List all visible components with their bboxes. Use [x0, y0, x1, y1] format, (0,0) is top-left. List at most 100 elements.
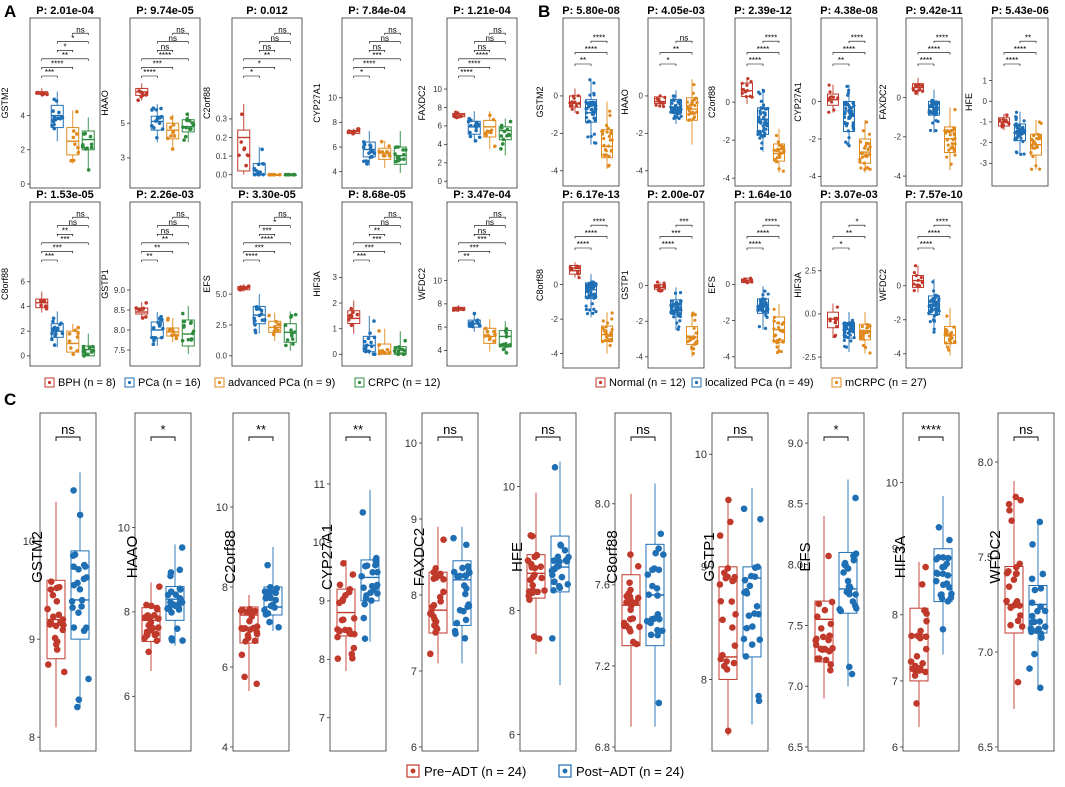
- data-point: [673, 110, 677, 115]
- data-point: [362, 562, 369, 570]
- data-point: [349, 323, 354, 328]
- data-point: [334, 655, 342, 662]
- data-point: [852, 591, 859, 598]
- data-point: [691, 110, 695, 114]
- data-point: [557, 541, 564, 549]
- data-point: [430, 569, 437, 576]
- data-point: [812, 637, 820, 644]
- data-point: [918, 581, 926, 588]
- y-axis-label: GSTP1: [701, 532, 718, 581]
- data-point: [1022, 119, 1026, 123]
- data-point: [833, 316, 837, 321]
- data-point: [358, 572, 365, 580]
- data-point: [836, 96, 840, 100]
- data-point: [264, 561, 271, 569]
- y-tick-label: 9: [29, 634, 35, 646]
- y-tick-label: 7.5: [978, 552, 993, 564]
- data-point: [672, 309, 676, 313]
- p-value-title: P: 4.38e-08: [820, 5, 877, 17]
- y-tick-label: 8.0: [595, 499, 610, 511]
- data-point: [740, 505, 748, 513]
- data-point: [157, 121, 162, 126]
- data-point: [776, 321, 781, 325]
- legend-label: CRPC (n = 12): [368, 377, 440, 389]
- data-point: [669, 110, 673, 114]
- sig-bracket: [659, 52, 693, 55]
- data-point: [607, 163, 611, 167]
- data-point: [776, 325, 781, 330]
- data-point: [361, 145, 366, 150]
- sig-bracket: [659, 236, 693, 239]
- data-point: [935, 308, 940, 312]
- data-point: [554, 553, 562, 561]
- data-point: [600, 339, 605, 344]
- data-point: [657, 99, 661, 103]
- sig-label: ns: [161, 42, 169, 51]
- data-point: [372, 319, 376, 323]
- y-axis-label: C8orf88: [0, 268, 10, 300]
- data-point: [607, 134, 611, 139]
- data-point: [440, 588, 447, 596]
- data-point: [1031, 650, 1038, 658]
- data-point: [39, 298, 43, 303]
- y-tick-label: 1: [983, 76, 988, 85]
- y-tick-label: 7.6: [595, 580, 610, 592]
- y-tick-label: 0: [639, 92, 644, 101]
- y-tick-label: 8: [222, 582, 228, 594]
- data-point: [576, 271, 580, 275]
- data-point: [267, 313, 271, 318]
- y-tick-label: 8.5: [788, 499, 803, 511]
- data-point: [750, 280, 754, 284]
- data-point: [851, 330, 855, 334]
- sig-label: ns: [680, 33, 688, 42]
- sig-label: ****: [921, 422, 941, 437]
- data-point: [529, 581, 537, 589]
- sig-label: ****: [851, 33, 863, 42]
- data-point: [944, 572, 952, 579]
- y-axis-label: C2orf88: [707, 86, 717, 118]
- data-point: [859, 335, 863, 339]
- data-point: [762, 134, 767, 138]
- sig-label: **: [62, 51, 68, 60]
- data-point: [688, 336, 692, 340]
- y-tick-label: -2: [809, 135, 817, 144]
- sig-bracket: [141, 67, 174, 70]
- sig-bracket: [384, 32, 401, 36]
- data-point: [394, 145, 398, 149]
- data-point: [916, 283, 920, 287]
- data-point: [244, 286, 248, 290]
- data-point: [765, 304, 770, 308]
- data-point: [427, 650, 434, 658]
- data-point: [350, 615, 358, 622]
- data-point: [256, 162, 261, 167]
- y-tick-label: 8.5: [114, 306, 126, 315]
- sig-label: ***: [153, 60, 162, 69]
- data-point: [591, 311, 595, 315]
- y-tick-label: -2: [551, 129, 559, 138]
- data-point: [589, 134, 593, 138]
- data-point: [934, 100, 938, 104]
- sig-bracket: [368, 225, 401, 228]
- data-point: [609, 331, 613, 335]
- data-point: [403, 338, 407, 343]
- data-point: [483, 131, 488, 136]
- sig-label: **: [146, 252, 152, 261]
- data-point: [940, 581, 947, 589]
- data-point: [761, 309, 765, 314]
- data-point: [724, 565, 732, 572]
- y-axis-label: HAAO: [620, 89, 630, 115]
- data-point: [590, 302, 594, 306]
- data-point: [594, 107, 598, 111]
- data-point: [779, 349, 783, 354]
- y-tick-label: 1: [333, 324, 338, 333]
- legend-dot: [217, 380, 222, 385]
- sig-bracket: [933, 40, 951, 44]
- data-point: [691, 117, 695, 121]
- data-point: [89, 142, 94, 147]
- data-point: [1037, 585, 1045, 592]
- sig-label: *: [71, 34, 74, 43]
- y-tick-label: -4: [636, 167, 644, 176]
- data-point: [762, 89, 766, 93]
